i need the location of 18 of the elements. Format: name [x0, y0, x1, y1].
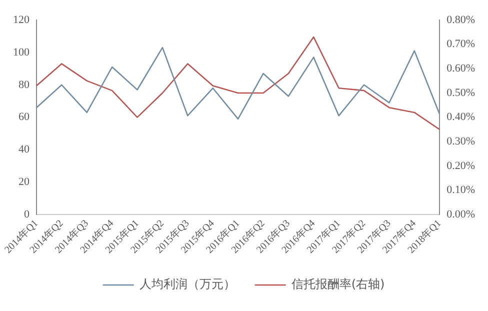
y2-tick-label: 0.30%	[446, 136, 476, 148]
y2-tick-label: 0.40%	[446, 111, 476, 124]
y-tick-label: 20	[18, 176, 30, 188]
y-tick-label: 80	[18, 78, 30, 91]
y2-tick-label: 0.00%	[446, 208, 476, 221]
y-tick-label: 0	[24, 208, 30, 221]
y-tick-label: 120	[13, 14, 30, 26]
y-tick-label: 40	[18, 144, 30, 156]
y2-tick-label: 0.70%	[446, 38, 476, 50]
y-tick-label: 100	[13, 46, 30, 58]
y2-tick-label: 0.20%	[446, 160, 476, 172]
y2-tick-label: 0.80%	[446, 14, 476, 26]
legend-label: 人均利润（万元）	[139, 277, 236, 292]
y2-tick-label: 0.50%	[446, 86, 476, 99]
y2-tick-label: 0.10%	[446, 184, 476, 196]
y-tick-label: 60	[18, 111, 30, 124]
legend-label: 信托报酬率(右轴)	[291, 277, 385, 292]
y2-tick-label: 0.60%	[446, 62, 476, 75]
